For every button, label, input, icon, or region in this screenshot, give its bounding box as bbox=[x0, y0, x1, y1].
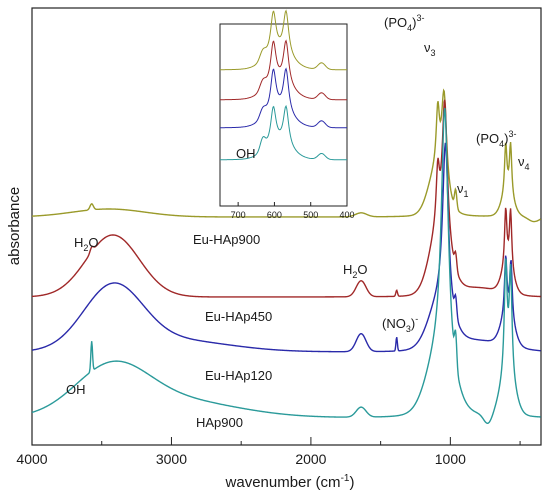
annotation-oh: OH bbox=[66, 382, 86, 397]
series-line-hap900 bbox=[31, 107, 541, 424]
annotation-po4-v3: (PO4)3- bbox=[384, 13, 425, 33]
annotation-v1: ν1 bbox=[457, 181, 469, 199]
inset-series-line-eu-hap450 bbox=[219, 39, 347, 101]
y-axis-title: absorbance bbox=[6, 187, 23, 265]
inset-spectra-layer bbox=[219, 9, 347, 161]
inset-series-line-eu-hap900 bbox=[219, 9, 347, 71]
series-label-eu-hap450: Eu-HAp450 bbox=[205, 309, 272, 324]
annotation-v3: ν3 bbox=[424, 40, 436, 58]
inset-annotation-oh: OH bbox=[236, 146, 256, 161]
plot-frame bbox=[31, 7, 542, 446]
series-label-eu-hap900: Eu-HAp900 bbox=[193, 232, 260, 247]
inset-x-tick-label: 600 bbox=[267, 210, 282, 220]
x-axis-title: wavenumber (cm-1) bbox=[225, 473, 355, 491]
series-line-eu-hap120 bbox=[31, 142, 541, 353]
annotation-po4-v4: (PO4)3- bbox=[476, 129, 517, 149]
x-tick-label: 2000 bbox=[295, 451, 326, 467]
x-tick-label: 1000 bbox=[435, 451, 466, 467]
annotation-h2o-bend: H2O bbox=[343, 262, 368, 280]
series-label-hap900: HAp900 bbox=[196, 415, 243, 430]
inset-x-tick-label: 700 bbox=[231, 210, 246, 220]
inset-series-line-eu-hap120 bbox=[219, 67, 347, 129]
inset-panel: 700 600 500 400 OH bbox=[219, 9, 355, 220]
inset-series-line-hap900 bbox=[219, 104, 347, 161]
annotation-h2o-broad: H2O bbox=[74, 235, 99, 253]
series-line-eu-hap900 bbox=[31, 88, 542, 223]
inset-x-tick-label: 400 bbox=[339, 210, 354, 220]
annotation-v4: ν4 bbox=[518, 154, 530, 172]
x-axis-ticks: 4000 3000 2000 1000 bbox=[16, 437, 521, 467]
annotation-no3: (NO3)- bbox=[382, 314, 418, 334]
inset-x-tick-label: 500 bbox=[303, 210, 318, 220]
x-tick-label: 3000 bbox=[156, 451, 187, 467]
series-label-eu-hap120: Eu-HAp120 bbox=[205, 368, 272, 383]
series-line-eu-hap450 bbox=[31, 99, 541, 298]
inset-x-axis-ticks: 700 600 500 400 bbox=[231, 202, 355, 220]
x-tick-label: 4000 bbox=[16, 451, 47, 467]
spectra-layer bbox=[31, 88, 542, 424]
